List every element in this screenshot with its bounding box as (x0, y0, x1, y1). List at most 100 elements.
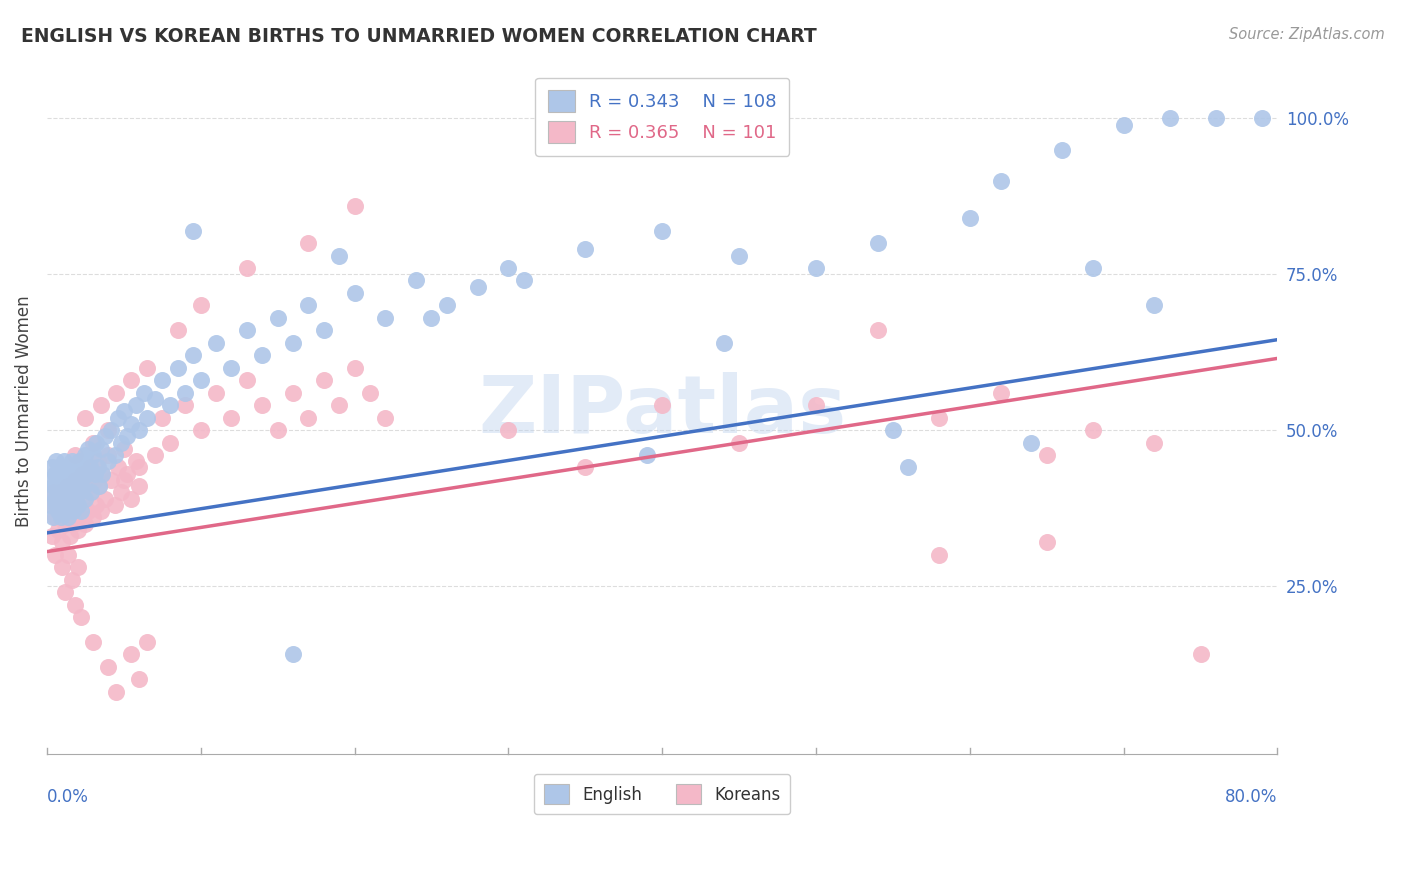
Point (959, 211, 981, 226)
Point (66, 467, 89, 481)
Point (42, 479, 65, 493)
Point (72, 460, 94, 475)
Point (58, 548, 80, 562)
Point (1189, 648, 1212, 662)
Point (45, 498, 67, 512)
Point (53, 516, 76, 531)
Point (48, 491, 70, 506)
Point (51, 467, 73, 481)
Point (928, 410, 950, 425)
Text: 80.0%: 80.0% (1225, 789, 1278, 806)
Point (73, 479, 96, 493)
Point (132, 385, 155, 400)
Point (90, 398, 112, 412)
Point (69, 473, 91, 487)
Point (498, 260, 520, 275)
Point (166, 323, 188, 337)
Point (46, 523, 69, 537)
Point (66, 560, 89, 574)
Point (79, 460, 101, 475)
Point (112, 473, 135, 487)
Point (143, 448, 166, 462)
Point (190, 373, 212, 387)
Point (990, 385, 1012, 400)
Point (51, 560, 73, 574)
Point (42, 510, 65, 524)
Point (1143, 298, 1166, 312)
Point (928, 548, 950, 562)
Point (150, 410, 173, 425)
Legend: English, Koreans: English, Koreans (534, 774, 790, 814)
Point (374, 310, 396, 325)
Point (83, 473, 105, 487)
Point (56, 491, 79, 506)
Y-axis label: Births to Unmarried Women: Births to Unmarried Women (15, 295, 32, 527)
Text: ENGLISH VS KOREAN BIRTHS TO UNMARRIED WOMEN CORRELATION CHART: ENGLISH VS KOREAN BIRTHS TO UNMARRIED WO… (21, 27, 817, 45)
Point (174, 385, 197, 400)
Point (76, 467, 98, 481)
Point (159, 398, 181, 412)
Point (343, 199, 366, 213)
Point (89, 479, 111, 493)
Point (62, 504, 84, 518)
Point (51, 498, 73, 512)
Point (328, 248, 350, 262)
Point (39, 473, 62, 487)
Point (82, 635, 104, 649)
Point (44, 510, 66, 524)
Point (121, 373, 143, 387)
Point (135, 635, 157, 649)
Point (60, 485, 83, 500)
Point (59, 467, 82, 481)
Point (46, 473, 69, 487)
Point (52, 454, 75, 468)
Point (103, 498, 125, 512)
Point (63, 473, 86, 487)
Point (75, 491, 97, 506)
Point (58, 510, 80, 524)
Point (125, 398, 148, 412)
Point (46, 504, 69, 518)
Point (252, 348, 274, 362)
Point (110, 435, 132, 450)
Point (72, 467, 94, 481)
Point (359, 385, 381, 400)
Point (86, 454, 108, 468)
Point (100, 473, 122, 487)
Point (60, 573, 83, 587)
Point (713, 335, 735, 350)
Point (97, 423, 120, 437)
Point (56, 479, 79, 493)
Point (804, 260, 827, 275)
Point (60, 491, 83, 506)
Point (513, 273, 536, 287)
Point (804, 398, 827, 412)
Point (48, 485, 70, 500)
Point (343, 285, 366, 300)
Point (121, 491, 143, 506)
Point (897, 460, 920, 475)
Point (67, 485, 90, 500)
Point (62, 473, 84, 487)
Point (1159, 112, 1181, 126)
Point (79, 460, 101, 475)
Point (59, 529, 82, 543)
Point (77, 442, 100, 456)
Point (62, 516, 84, 531)
Point (574, 242, 596, 256)
Point (205, 335, 228, 350)
Point (75, 516, 97, 531)
Point (110, 485, 132, 500)
Point (52, 485, 75, 500)
Point (1081, 423, 1104, 437)
Point (58, 479, 80, 493)
Point (159, 435, 181, 450)
Point (281, 335, 304, 350)
Point (59, 498, 82, 512)
Point (41, 460, 63, 475)
Point (1112, 118, 1135, 132)
Point (58, 504, 80, 518)
Point (1205, 112, 1227, 126)
Point (82, 510, 104, 524)
Point (866, 323, 889, 337)
